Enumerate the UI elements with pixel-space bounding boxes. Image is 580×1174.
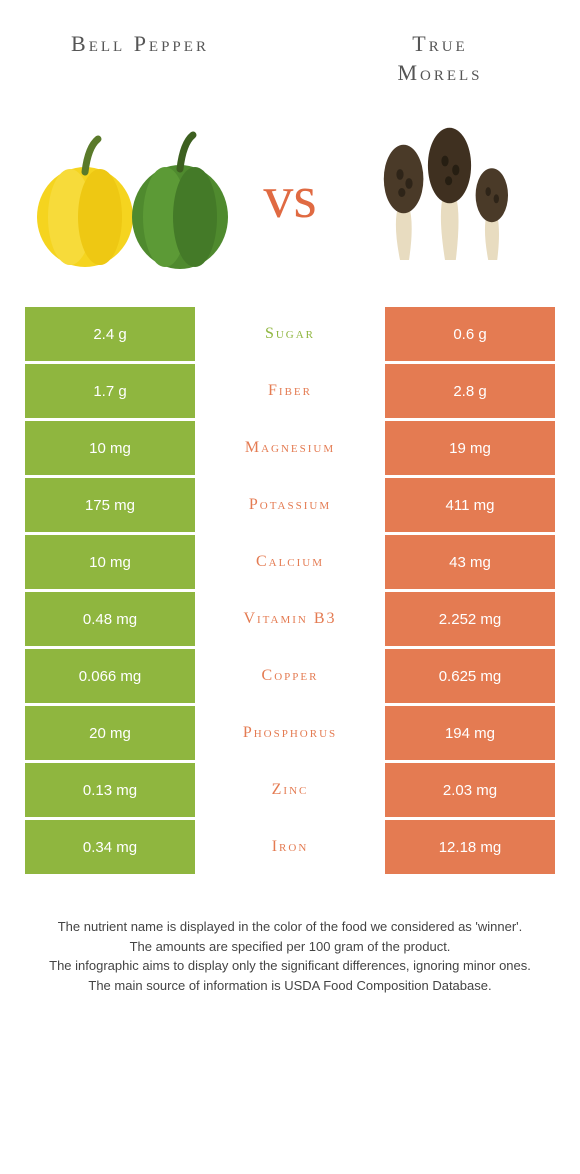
left-title: Bell Pepper bbox=[40, 30, 240, 87]
table-row: 175 mgPotassium411 mg bbox=[25, 478, 555, 532]
nutrient-label: Iron bbox=[195, 820, 385, 874]
table-row: 0.13 mgZinc2.03 mg bbox=[25, 763, 555, 817]
header: Bell Pepper True Morels bbox=[0, 0, 580, 97]
left-value: 10 mg bbox=[25, 535, 195, 589]
bell-pepper-image bbox=[30, 117, 240, 277]
vs-label: vs bbox=[263, 163, 316, 232]
left-value: 0.48 mg bbox=[25, 592, 195, 646]
right-title: True Morels bbox=[340, 30, 540, 87]
right-value: 12.18 mg bbox=[385, 820, 555, 874]
morels-image bbox=[340, 117, 550, 277]
images-row: vs bbox=[0, 97, 580, 307]
right-value: 411 mg bbox=[385, 478, 555, 532]
right-value: 0.625 mg bbox=[385, 649, 555, 703]
table-row: 0.48 mgVitamin B32.252 mg bbox=[25, 592, 555, 646]
right-value: 2.252 mg bbox=[385, 592, 555, 646]
nutrient-label: Magnesium bbox=[195, 421, 385, 475]
table-row: 0.066 mgCopper0.625 mg bbox=[25, 649, 555, 703]
table-row: 2.4 gSugar0.6 g bbox=[25, 307, 555, 361]
nutrient-label: Sugar bbox=[195, 307, 385, 361]
footer-line: The amounts are specified per 100 gram o… bbox=[38, 937, 542, 957]
right-value: 2.03 mg bbox=[385, 763, 555, 817]
footer-line: The infographic aims to display only the… bbox=[38, 956, 542, 976]
left-value: 20 mg bbox=[25, 706, 195, 760]
comparison-table: 2.4 gSugar0.6 g1.7 gFiber2.8 g10 mgMagne… bbox=[0, 307, 580, 874]
left-value: 2.4 g bbox=[25, 307, 195, 361]
right-value: 194 mg bbox=[385, 706, 555, 760]
right-value: 43 mg bbox=[385, 535, 555, 589]
nutrient-label: Zinc bbox=[195, 763, 385, 817]
right-value: 0.6 g bbox=[385, 307, 555, 361]
left-value: 0.066 mg bbox=[25, 649, 195, 703]
table-row: 20 mgPhosphorus194 mg bbox=[25, 706, 555, 760]
footer-notes: The nutrient name is displayed in the co… bbox=[0, 877, 580, 995]
nutrient-label: Copper bbox=[195, 649, 385, 703]
nutrient-label: Fiber bbox=[195, 364, 385, 418]
table-row: 10 mgCalcium43 mg bbox=[25, 535, 555, 589]
footer-line: The main source of information is USDA F… bbox=[38, 976, 542, 996]
left-value: 0.34 mg bbox=[25, 820, 195, 874]
table-row: 10 mgMagnesium19 mg bbox=[25, 421, 555, 475]
nutrient-label: Calcium bbox=[195, 535, 385, 589]
left-value: 175 mg bbox=[25, 478, 195, 532]
right-value: 2.8 g bbox=[385, 364, 555, 418]
footer-line: The nutrient name is displayed in the co… bbox=[38, 917, 542, 937]
table-row: 0.34 mgIron12.18 mg bbox=[25, 820, 555, 874]
left-value: 10 mg bbox=[25, 421, 195, 475]
right-value: 19 mg bbox=[385, 421, 555, 475]
left-value: 1.7 g bbox=[25, 364, 195, 418]
nutrient-label: Vitamin B3 bbox=[195, 592, 385, 646]
left-value: 0.13 mg bbox=[25, 763, 195, 817]
nutrient-label: Potassium bbox=[195, 478, 385, 532]
nutrient-label: Phosphorus bbox=[195, 706, 385, 760]
table-row: 1.7 gFiber2.8 g bbox=[25, 364, 555, 418]
